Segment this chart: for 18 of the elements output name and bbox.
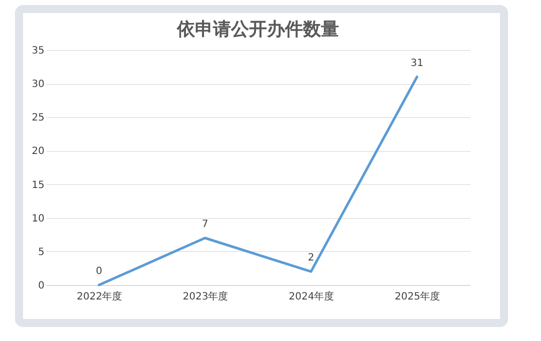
x-tick-label: 2022年度 (76, 290, 122, 302)
x-tick-label: 2023年度 (182, 290, 228, 302)
data-label: 2 (308, 252, 314, 264)
y-tick-label: 5 (38, 246, 44, 258)
data-label: 31 (410, 58, 424, 69)
x-tick-label: 2024年度 (288, 290, 334, 302)
y-tick-label: 35 (32, 46, 44, 56)
chart-title: 依申请公开办件数量 (176, 19, 339, 40)
y-tick-label: 25 (32, 112, 44, 124)
y-tick-label: 10 (32, 213, 44, 224)
y-tick-label: 20 (32, 146, 44, 158)
y-tick-label: 15 (32, 180, 44, 191)
y-tick-label: 30 (32, 79, 44, 90)
line-series (98, 76, 418, 286)
data-label: 0 (96, 266, 102, 277)
y-tick-label: 0 (38, 280, 44, 292)
data-label: 7 (202, 219, 208, 230)
x-tick-label: 2025年度 (394, 290, 440, 302)
